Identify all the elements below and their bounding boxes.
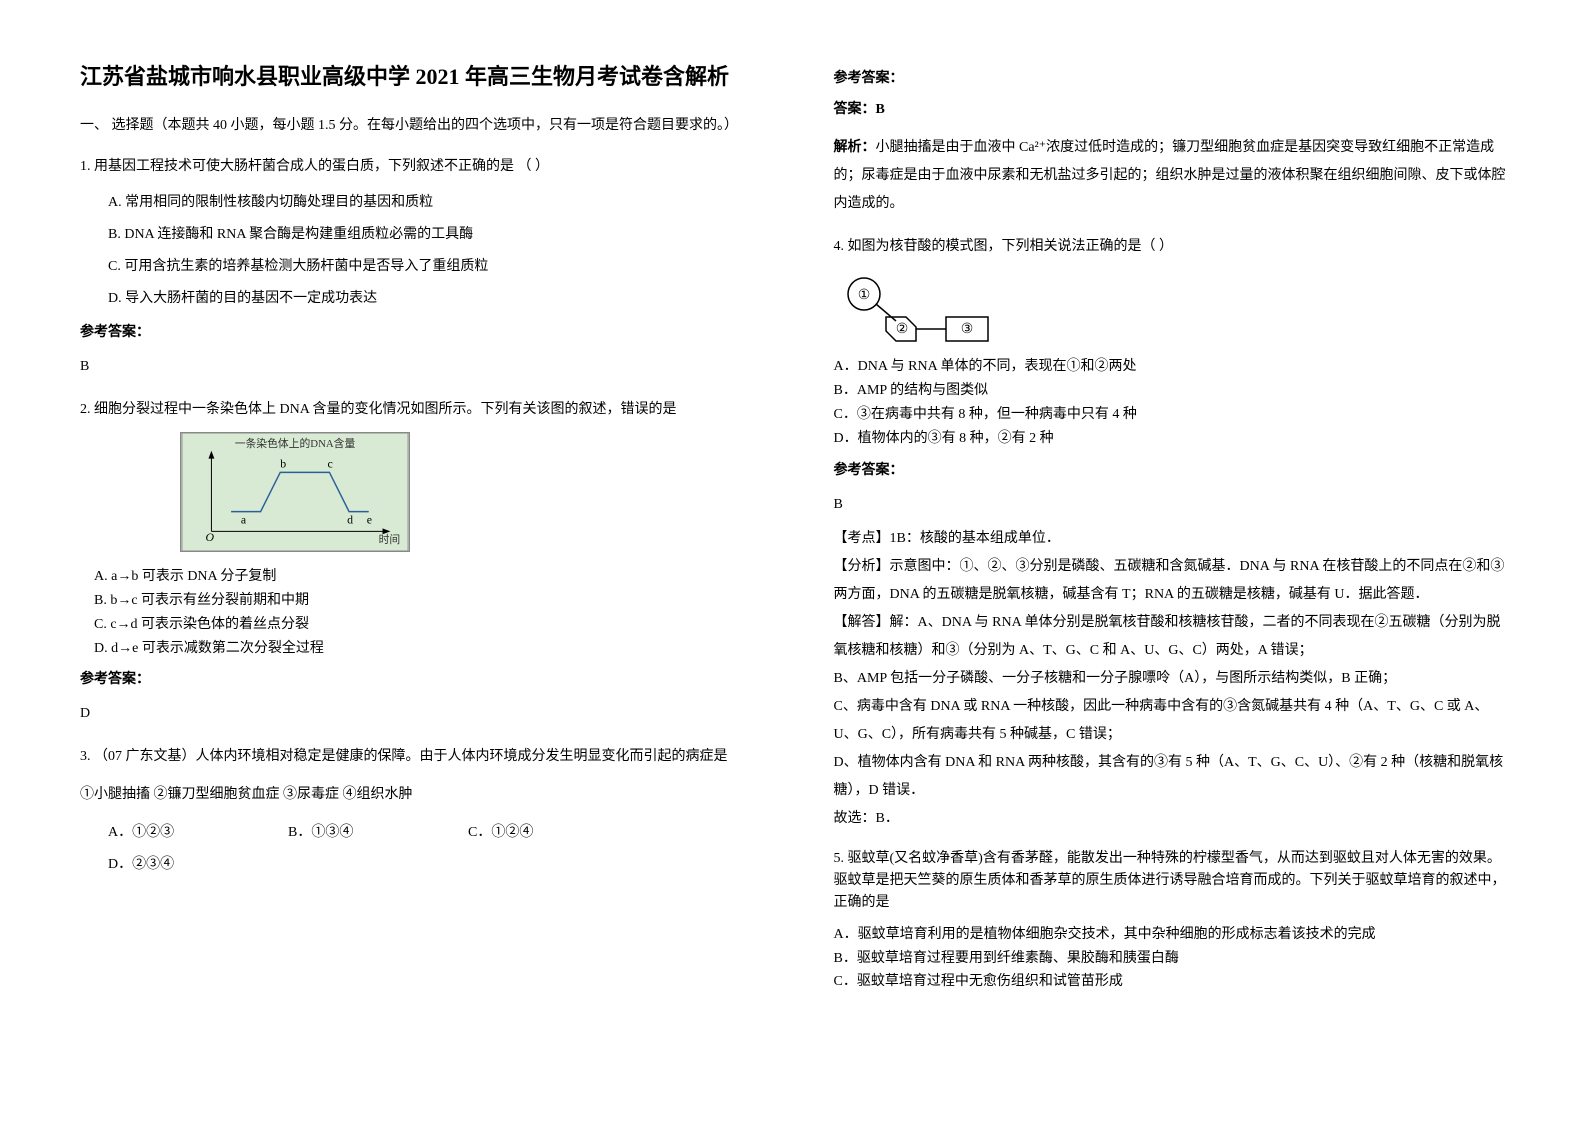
q3-opt-c: C．①②④	[468, 819, 588, 847]
q2-label-b: b	[280, 457, 286, 471]
q5-opt-c: C．驱蚊草培育过程中无愈伤组织和试管苗形成	[834, 970, 1508, 994]
q4-opt-a: A．DNA 与 RNA 单体的不同，表现在①和②两处	[834, 355, 1508, 379]
q2-chart-svg: 一条染色体上的DNA含量 O 时间 a b c d e	[180, 432, 410, 552]
q4-opt-c: C．③在病毒中共有 8 种，但一种病毒中只有 4 种	[834, 403, 1508, 427]
left-column: 江苏省盐城市响水县职业高级中学 2021 年高三生物月考试卷含解析 一、 选择题…	[50, 60, 794, 1082]
q2-opt-c: C. c→d 可表示染色体的着丝点分裂	[94, 613, 754, 637]
q1-answer: B	[80, 353, 754, 381]
q4-kaodian: 【考点】1B：核酸的基本组成单位．	[834, 525, 1508, 553]
q3-stem: 3. （07 广东文基）人体内环境相对稳定是健康的保障。由于人体内环境成分发生明…	[80, 743, 754, 771]
q4-jieda-lbl: 【解答】	[834, 615, 890, 630]
q5-options: A．驱蚊草培育利用的是植物体细胞杂交技术，其中杂种细胞的形成标志着该技术的完成 …	[834, 923, 1508, 994]
q4-jieda-b: B、AMP 包括一分子磷酸、一分子核糖和一分子腺嘌呤（A），与图所示结构类似，B…	[834, 665, 1508, 693]
q3-opt-d: D．②③④	[108, 851, 228, 879]
question-1: 1. 用基因工程技术可使大肠杆菌合成人的蛋白质，下列叙述不正确的是 （ ） A.…	[80, 153, 754, 381]
q2-chart: 一条染色体上的DNA含量 O 时间 a b c d e	[180, 432, 754, 563]
q1-opt-c: C. 可用含抗生素的培养基检测大肠杆菌中是否导入了重组质粒	[108, 253, 754, 281]
q4-fenxi: 【分析】示意图中：①、②、③分别是磷酸、五碳糖和含氮碱基．DNA 与 RNA 在…	[834, 553, 1508, 609]
q4-node-1: ①	[857, 288, 870, 303]
q5-opt-a: A．驱蚊草培育利用的是植物体细胞杂交技术，其中杂种细胞的形成标志着该技术的完成	[834, 923, 1508, 947]
q4-opt-b: B．AMP 的结构与图类似	[834, 379, 1508, 403]
q4-node-2: ②	[895, 322, 908, 337]
q4-guxuan: 故选：B．	[834, 805, 1508, 833]
q3-ref-label: 参考答案：	[834, 66, 1508, 91]
q2-opt-a: A. a→b 可表示 DNA 分子复制	[94, 565, 754, 589]
q2-answer: D	[80, 700, 754, 728]
q5-stem: 5. 驱蚊草(又名蚊净香草)含有香茅醛，能散发出一种特殊的柠檬型香气，从而达到驱…	[834, 848, 1508, 915]
q4-jieda-d: D、植物体内含有 DNA 和 RNA 两种核酸，其含有的③有 5 种（A、T、G…	[834, 749, 1508, 805]
q4-ref-label: 参考答案：	[834, 457, 1508, 485]
question-5: 5. 驱蚊草(又名蚊净香草)含有香茅醛，能散发出一种特殊的柠檬型香气，从而达到驱…	[834, 848, 1508, 995]
q4-jieda-a-text: 解：A、DNA 与 RNA 单体分别是脱氧核苷酸和核糖核苷酸，二者的不同表现在②…	[834, 615, 1501, 658]
q1-options: A. 常用相同的限制性核酸内切酶处理目的基因和质粒 B. DNA 连接酶和 RN…	[80, 189, 754, 313]
q2-xlabel: 时间	[379, 533, 401, 546]
q3-opt-b: B．①③④	[288, 819, 408, 847]
q2-opt-d: D. d→e 可表示减数第二次分裂全过程	[94, 637, 754, 661]
q4-kaodian-lbl: 【考点】	[834, 531, 890, 546]
q3-items: ①小腿抽搐 ②镰刀型细胞贫血症 ③尿毒症 ④组织水肿	[80, 781, 754, 809]
q4-jieda-c: C、病毒中含有 DNA 或 RNA 一种核酸，因此一种病毒中含有的③含氮碱基共有…	[834, 693, 1508, 749]
q4-diagram-svg: ① ② ③	[834, 269, 1034, 349]
q5-opt-b: B．驱蚊草培育过程要用到纤维素酶、果胶酶和胰蛋白酶	[834, 947, 1508, 971]
q3-jiexi-label: 解析：	[834, 140, 876, 155]
question-3: 3. （07 广东文基）人体内环境相对稳定是健康的保障。由于人体内环境成分发生明…	[80, 743, 754, 883]
q4-options: A．DNA 与 RNA 单体的不同，表现在①和②两处 B．AMP 的结构与图类似…	[834, 355, 1508, 450]
q1-opt-d: D. 导入大肠杆菌的目的基因不一定成功表达	[108, 285, 754, 313]
q2-label-a: a	[241, 513, 247, 527]
q3-answer: 答案：B	[834, 97, 1508, 122]
q4-node-3: ③	[960, 322, 973, 337]
q4-diagram: ① ② ③	[834, 269, 1034, 349]
q4-kaodian-text: 1B：核酸的基本组成单位．	[890, 531, 1060, 546]
q3-jiexi-text: 小腿抽搐是由于血液中 Ca²⁺浓度过低时造成的；镰刀型细胞贫血症是基因突变导致红…	[834, 140, 1506, 211]
q2-origin: O	[206, 530, 215, 544]
q1-stem: 1. 用基因工程技术可使大肠杆菌合成人的蛋白质，下列叙述不正确的是 （ ）	[80, 153, 754, 181]
q2-opt-b: B. b→c 可表示有丝分裂前期和中期	[94, 589, 754, 613]
question-4: 4. 如图为核苷酸的模式图，下列相关说法正确的是（ ） ① ② ③ A．DNA …	[834, 233, 1508, 832]
q4-opt-d: D．植物体内的③有 8 种，②有 2 种	[834, 427, 1508, 451]
q2-label-d: d	[347, 513, 353, 527]
q4-answer: B	[834, 491, 1508, 519]
q1-ref-label: 参考答案：	[80, 319, 754, 347]
q4-fenxi-lbl: 【分析】	[834, 559, 890, 574]
right-column: 参考答案： 答案：B 解析：小腿抽搐是由于血液中 Ca²⁺浓度过低时造成的；镰刀…	[794, 60, 1538, 1082]
q4-stem: 4. 如图为核苷酸的模式图，下列相关说法正确的是（ ）	[834, 233, 1508, 261]
question-2: 2. 细胞分裂过程中一条染色体上 DNA 含量的变化情况如图所示。下列有关该图的…	[80, 396, 754, 728]
q2-ref-label: 参考答案：	[80, 666, 754, 694]
q4-fenxi-text: 示意图中：①、②、③分别是磷酸、五碳糖和含氮碱基．DNA 与 RNA 在核苷酸上…	[834, 559, 1505, 602]
q2-chart-title: 一条染色体上的DNA含量	[235, 436, 356, 450]
q2-options: A. a→b 可表示 DNA 分子复制 B. b→c 可表示有丝分裂前期和中期 …	[80, 565, 754, 660]
q2-label-e: e	[367, 513, 372, 527]
q3-options: A．①②③ B．①③④ C．①②④ D．②③④	[80, 819, 754, 883]
q4-jieda-a: 【解答】解：A、DNA 与 RNA 单体分别是脱氧核苷酸和核糖核苷酸，二者的不同…	[834, 609, 1508, 665]
section-1-heading: 一、 选择题（本题共 40 小题，每小题 1.5 分。在每小题给出的四个选项中，…	[80, 113, 754, 138]
q2-label-c: c	[327, 457, 332, 471]
q2-stem: 2. 细胞分裂过程中一条染色体上 DNA 含量的变化情况如图所示。下列有关该图的…	[80, 396, 754, 424]
q3-explanation: 解析：小腿抽搐是由于血液中 Ca²⁺浓度过低时造成的；镰刀型细胞贫血症是基因突变…	[834, 134, 1508, 218]
q3-opt-a: A．①②③	[108, 819, 228, 847]
doc-title: 江苏省盐城市响水县职业高级中学 2021 年高三生物月考试卷含解析	[80, 60, 754, 93]
q1-opt-b: B. DNA 连接酶和 RNA 聚合酶是构建重组质粒必需的工具酶	[108, 221, 754, 249]
q1-opt-a: A. 常用相同的限制性核酸内切酶处理目的基因和质粒	[108, 189, 754, 217]
